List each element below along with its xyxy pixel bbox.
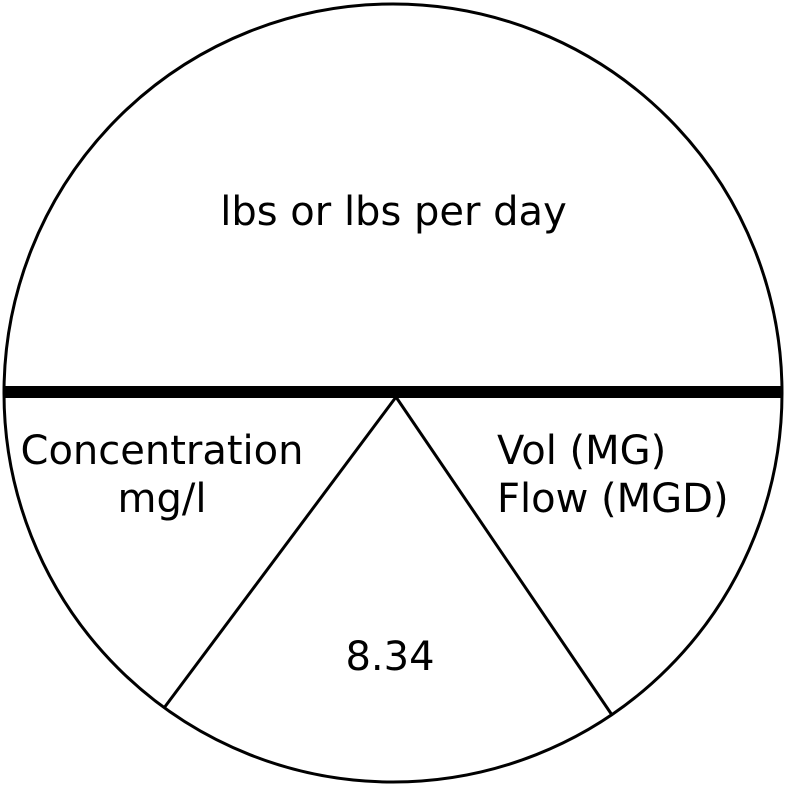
volume-flow-label: Vol (MG) Flow (MGD) bbox=[497, 427, 729, 523]
right-segment-line bbox=[394, 396, 614, 716]
left-segment-line bbox=[162, 396, 398, 709]
concentration-unit: mg/l bbox=[117, 476, 207, 522]
pounds-text: lbs or lbs per day bbox=[220, 189, 567, 235]
concentration-text: Concentration bbox=[20, 428, 304, 474]
pounds-label: lbs or lbs per day bbox=[0, 188, 787, 236]
flow-text: Flow (MGD) bbox=[497, 476, 729, 522]
conversion-factor-label: 8.34 bbox=[290, 633, 490, 681]
volume-text: Vol (MG) bbox=[497, 428, 667, 474]
conversion-factor-value: 8.34 bbox=[345, 634, 435, 680]
concentration-label: Concentration mg/l bbox=[12, 427, 312, 523]
